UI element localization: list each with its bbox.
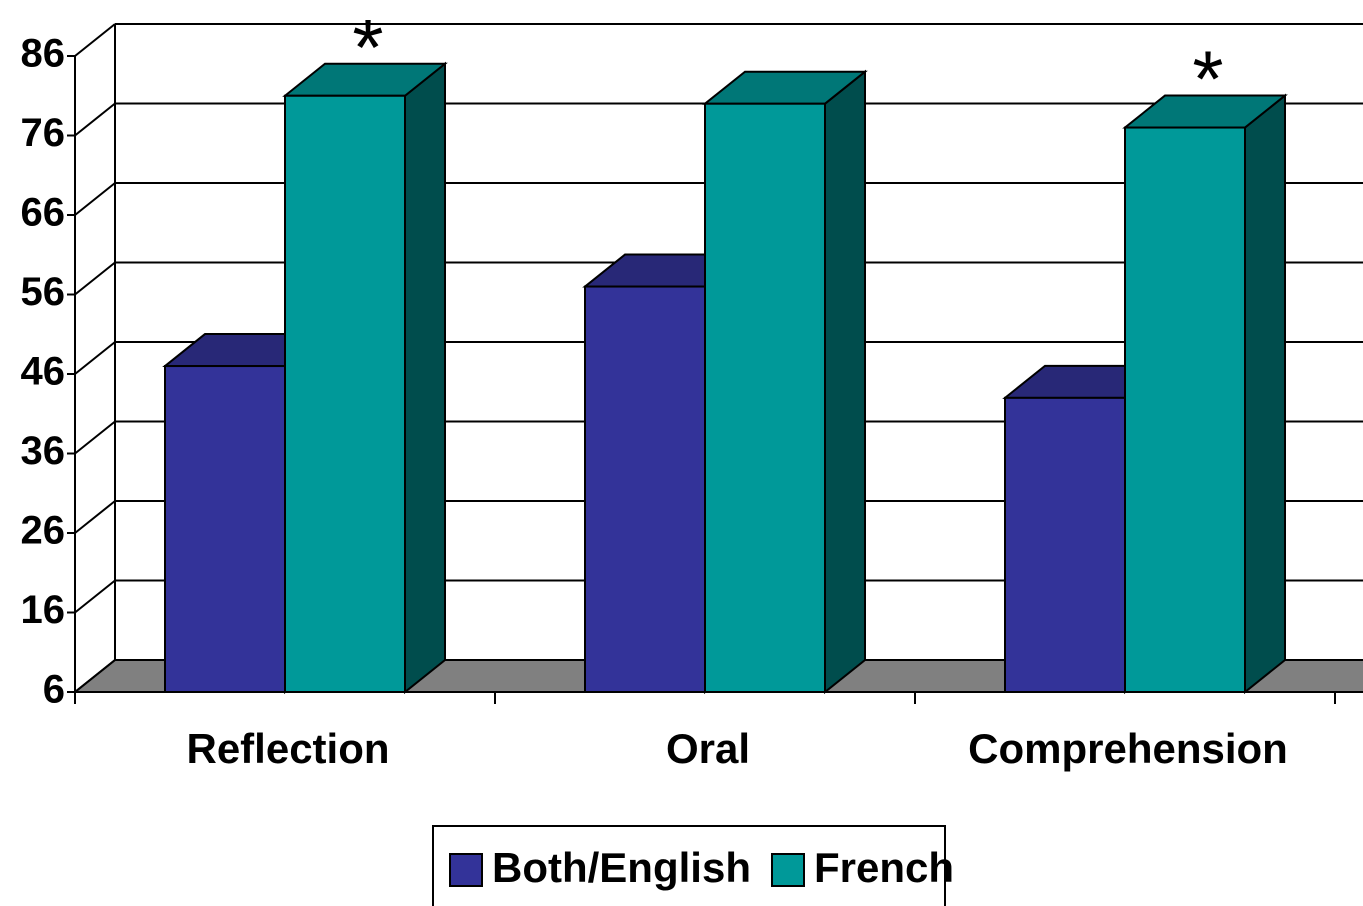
x-tick-label: Reflection	[186, 725, 389, 772]
grid-diagonal	[74, 102, 116, 137]
legend-swatch	[449, 853, 483, 887]
bar-side	[1244, 93, 1286, 695]
bar-front	[284, 94, 406, 693]
x-tick-label: Comprehension	[968, 725, 1288, 772]
y-tick-label: 56	[21, 270, 66, 314]
legend-label: French	[814, 844, 954, 891]
y-tick-label: 76	[21, 111, 66, 155]
y-tick-label: 26	[21, 509, 66, 553]
bar-front	[1004, 396, 1126, 693]
bar	[702, 69, 868, 695]
y-tick-label: 66	[21, 191, 66, 235]
grid-diagonal	[74, 23, 116, 57]
grid-diagonal	[74, 341, 116, 375]
bar-side	[824, 69, 866, 695]
grid-diagonal	[74, 261, 116, 296]
grid-diagonal	[74, 579, 116, 614]
y-tick-label: 16	[21, 588, 66, 632]
grid-diagonal	[74, 182, 116, 216]
x-tick-label: Oral	[666, 725, 750, 772]
bar-side	[404, 61, 446, 695]
y-tick-label: 86	[21, 32, 66, 76]
y-tick-label: 36	[21, 429, 66, 473]
grid-diagonal	[74, 659, 116, 693]
bar-front	[1124, 126, 1246, 694]
y-tick-label: 46	[21, 350, 66, 394]
y-tick-label: 6	[43, 668, 65, 712]
annotation: *	[352, 3, 383, 92]
grid-diagonal	[74, 500, 116, 534]
legend-swatch	[771, 853, 805, 887]
bar-front	[704, 102, 826, 693]
legend-box	[432, 825, 946, 906]
bar-front	[164, 365, 286, 693]
legend-label: Both/English	[492, 844, 751, 891]
bar	[282, 61, 448, 695]
bar-front	[584, 285, 706, 693]
bar	[1122, 93, 1288, 695]
annotation: *	[1192, 35, 1223, 124]
grid-diagonal	[74, 420, 116, 455]
